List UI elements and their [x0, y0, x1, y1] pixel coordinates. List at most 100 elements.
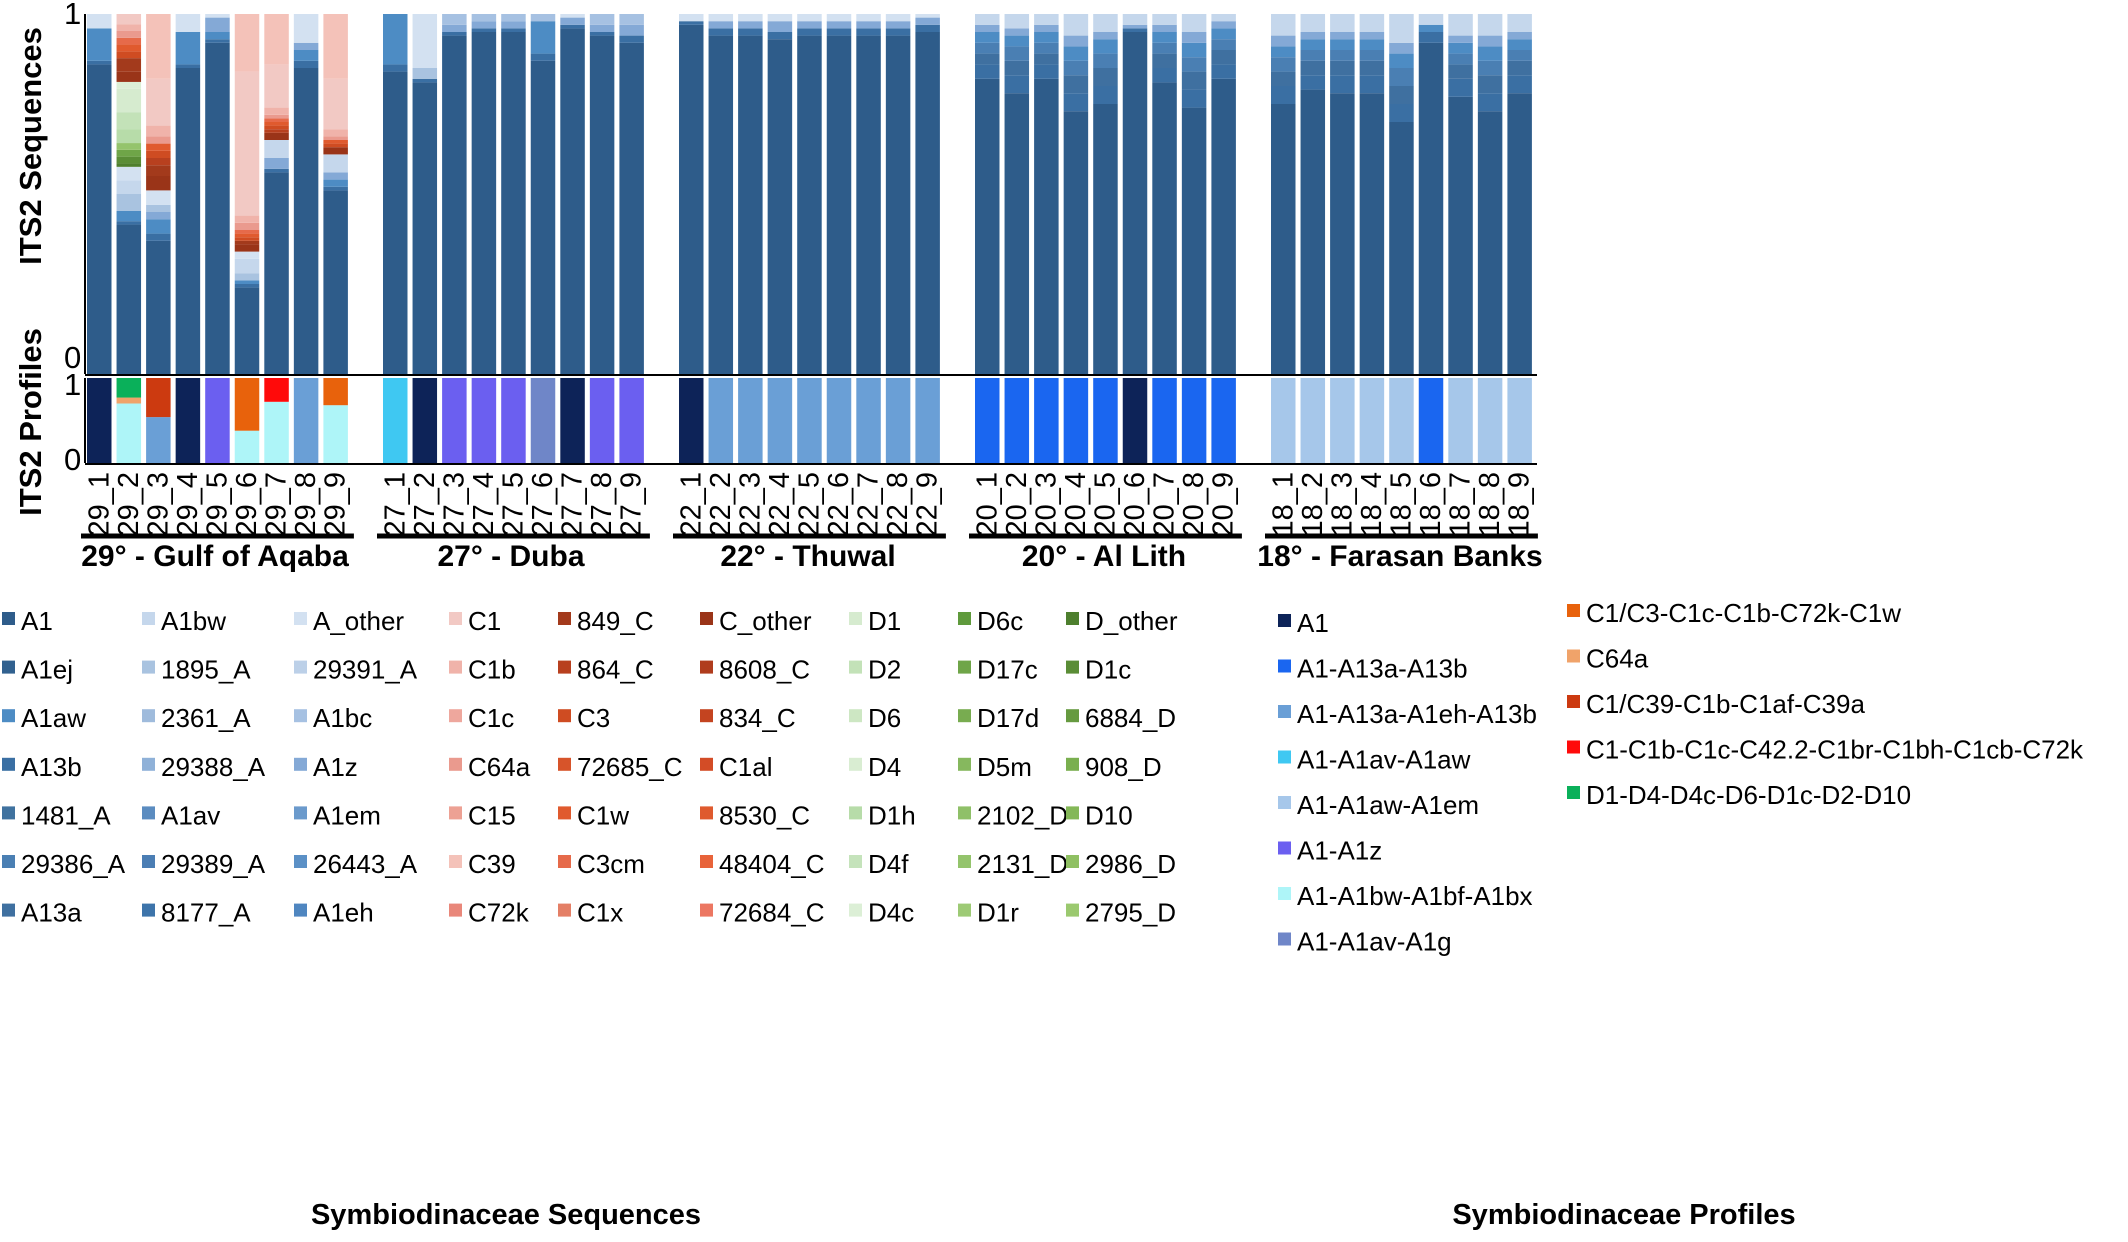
seq-bar-segment-27_6-2 — [530, 21, 556, 54]
seq-bar-segment-20_7-0 — [1152, 82, 1177, 375]
seq-legend-swatch-3-2 — [449, 709, 462, 723]
profile-bar-segment-22_9-0 — [915, 378, 940, 463]
seq-bar-segment-29_6-3 — [234, 273, 260, 281]
seq-bar-segment-20_3-5 — [1034, 24, 1059, 32]
seq-bar-segment-18_4-4 — [1359, 39, 1385, 50]
seq-bar-segment-20_9-0 — [1211, 78, 1236, 375]
seq-bar-segment-29_3-11 — [146, 136, 171, 144]
seq-bar-segment-29_1-1 — [87, 60, 112, 65]
seq-legend-swatch-3-6 — [449, 903, 462, 917]
profile-bar-segment-22_3-0 — [738, 378, 763, 463]
seq-bar-segment-29_2-4 — [116, 180, 142, 194]
seq-legend-swatch-3-3 — [449, 757, 462, 771]
seq-bar-segment-22_6-2 — [826, 21, 852, 29]
seq-legend-swatch-7-5 — [958, 855, 971, 868]
seq-legend-label-0-2: A1aw — [21, 703, 86, 733]
seq-legend-swatch-0-6 — [2, 903, 15, 917]
seq-legend-swatch-6-3 — [849, 757, 862, 771]
sample-label-18_4: 18_4 — [1356, 472, 1388, 537]
seq-bar-segment-22_2-2 — [708, 21, 734, 29]
seq-bar-segment-22_9-1 — [915, 24, 940, 32]
seq-legend-label-5-0: C_other — [719, 606, 812, 636]
seq-bar-segment-27_1-0 — [383, 71, 408, 374]
seq-legend-label-3-0: C1 — [468, 606, 501, 636]
seq-bar-segment-29_6-1 — [234, 284, 260, 288]
seq-bar-segment-29_6-13 — [234, 71, 260, 216]
seq-bar-segment-18_4-3 — [1359, 50, 1385, 61]
seq-bar-segment-29_9-4 — [323, 154, 348, 173]
seq-bar-segment-18_3-3 — [1330, 50, 1355, 61]
seq-legend-label-3-6: C72k — [468, 898, 530, 928]
seq-bar-segment-29_3-14 — [146, 14, 171, 79]
seq-bar-segment-29_6-12 — [234, 215, 260, 223]
seq-bar-segment-29_2-7 — [116, 156, 142, 164]
seq-bar-segment-18_8-0 — [1477, 111, 1503, 374]
seq-bar-segment-29_2-14 — [116, 71, 142, 82]
profile-legend-swatch-0-5 — [1278, 841, 1291, 855]
profile-bar-segment-27_5-0 — [501, 378, 526, 463]
seq-bar-segment-20_8-3 — [1181, 57, 1207, 72]
sample-label-20_5: 20_5 — [1089, 472, 1121, 537]
seq-bar-segment-29_4-2 — [175, 32, 201, 65]
profile-legend-label-1-3: C1-C1b-C1c-C42.2-C1br-C1bh-C1cb-C72k — [1586, 735, 2084, 765]
seq-legend-swatch-7-1 — [958, 660, 971, 674]
sample-label-27_9: 27_9 — [616, 472, 648, 537]
profile-bar-segment-29_6-0 — [234, 430, 260, 463]
seq-bar-segment-27_1-1 — [383, 64, 408, 72]
sample-label-18_9: 18_9 — [1504, 472, 1536, 537]
seq-bar-segment-20_2-1 — [1004, 75, 1030, 94]
seq-bar-segment-29_8-1 — [293, 60, 319, 68]
sample-label-22_9: 22_9 — [912, 472, 944, 537]
sample-label-29_3: 29_3 — [142, 472, 174, 537]
seq-bar-segment-29_2-17 — [116, 44, 142, 52]
seq-bar-segment-29_6-2 — [234, 280, 260, 284]
seq-bar-segment-22_4-3 — [767, 14, 793, 22]
seq-bar-segment-29_9-2 — [323, 179, 348, 187]
profile-legend-title: Symbiodinaceae Profiles — [1452, 1199, 1795, 1231]
seq-bar-segment-20_4-0 — [1063, 111, 1089, 374]
seq-bar-segment-18_5-4 — [1389, 53, 1414, 68]
seq-legend-label-4-1: 864_C — [577, 655, 654, 685]
seq-bar-segment-20_9-4 — [1211, 28, 1236, 40]
seq-bar-segment-22_7-3 — [856, 14, 881, 22]
seq-bar-segment-20_5-2 — [1093, 68, 1118, 86]
seq-legend-swatch-0-0 — [2, 612, 15, 625]
seq-bar-segment-18_6-1 — [1418, 32, 1444, 43]
sample-label-29_4: 29_4 — [172, 472, 204, 537]
seq-bar-segment-29_7-2 — [264, 158, 289, 169]
profile-bar-segment-29_2-2 — [116, 378, 142, 398]
profile-legend-label-1-4: D1-D4-D4c-D6-D1c-D2-D10 — [1586, 780, 1911, 810]
seq-legend-label-2-3: A1z — [313, 752, 358, 782]
seq-legend-label-7-6: D1r — [977, 898, 1019, 928]
seq-legend-label-8-4: D10 — [1085, 800, 1133, 830]
profile-bar-segment-22_4-0 — [767, 378, 793, 463]
seq-legend-swatch-5-1 — [700, 660, 713, 674]
sample-label-29_6: 29_6 — [231, 472, 263, 537]
profile-bar-segment-27_2-0 — [412, 378, 438, 463]
seq-bar-segment-27_6-3 — [530, 14, 556, 22]
seq-bar-segment-22_3-3 — [738, 14, 763, 22]
seq-bar-segment-22_2-1 — [708, 28, 734, 36]
seq-bar-segment-18_4-2 — [1359, 60, 1385, 76]
seq-bar-segment-20_7-4 — [1152, 32, 1177, 43]
profile-legend-label-0-3: A1-A1av-A1aw — [1297, 745, 1471, 775]
region-label-4: 18° - Farasan Banks — [1257, 540, 1542, 573]
seq-legend-swatch-0-1 — [2, 660, 15, 674]
seq-legend-label-6-5: D4f — [868, 849, 909, 879]
seq-legend-swatch-2-6 — [294, 903, 307, 917]
seq-legend-label-6-4: D1h — [868, 800, 916, 830]
seq-bar-segment-20_8-4 — [1181, 42, 1207, 58]
seq-bar-segment-22_8-2 — [885, 21, 911, 29]
seq-bar-segment-29_7-10 — [264, 107, 289, 115]
seq-legend-swatch-3-4 — [449, 806, 462, 820]
seq-legend-swatch-7-3 — [958, 757, 971, 771]
seq-bar-segment-29_2-3 — [116, 194, 142, 211]
seq-bar-segment-29_3-13 — [146, 78, 171, 126]
seq-legend-label-3-2: C1c — [468, 703, 514, 733]
seq-bar-segment-18_7-2 — [1448, 64, 1473, 79]
seq-bar-segment-29_3-12 — [146, 125, 171, 137]
seq-legend-swatch-0-4 — [2, 806, 15, 820]
seq-bar-segment-20_2-4 — [1004, 35, 1030, 47]
seq-legend-label-3-5: C39 — [468, 849, 516, 879]
seq-legend-swatch-5-3 — [700, 757, 713, 771]
